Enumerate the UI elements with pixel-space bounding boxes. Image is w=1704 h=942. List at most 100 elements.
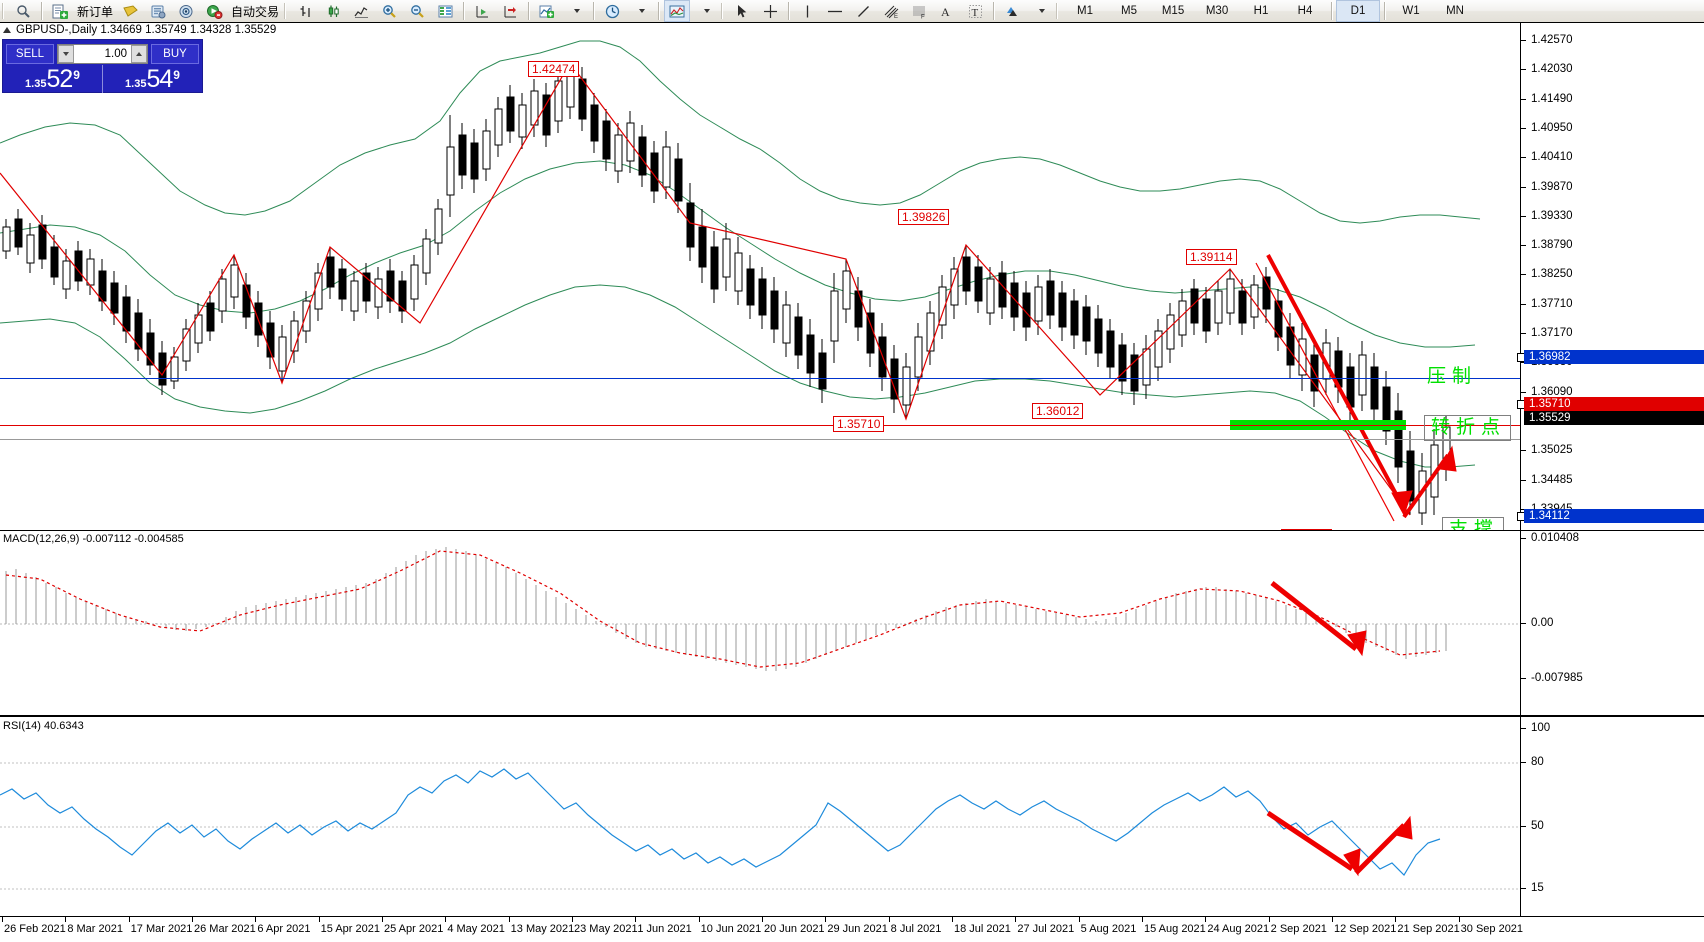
volume-decrement-button[interactable] [58, 45, 74, 63]
candlestick-chart-icon[interactable] [320, 0, 346, 22]
period-dropdown-caret[interactable] [627, 0, 653, 22]
ask-price-label[interactable]: 1.35710 [1524, 397, 1704, 411]
new-order-icon[interactable] [47, 0, 73, 22]
date-tick-label-19: 24 Aug 2021 [1207, 923, 1270, 935]
autotrading-label[interactable]: 自动交易 [231, 4, 280, 19]
price-tick-label-10: 1.37170 [1531, 327, 1573, 339]
templates-dropdown-caret[interactable] [692, 0, 718, 22]
bollinger-upper-band [0, 40, 1481, 224]
collapse-triangle-icon[interactable] [3, 26, 11, 33]
terminal-icon[interactable] [145, 0, 171, 22]
data-window-icon[interactable] [117, 0, 143, 22]
zigzag-label-2[interactable]: 1.39826 [898, 209, 950, 225]
price-tick-label-15: 1.34485 [1531, 473, 1573, 486]
sell-price[interactable]: 1.35 52 9 [3, 65, 102, 93]
magnifier-icon[interactable] [10, 0, 36, 22]
bar-chart-icon[interactable] [292, 0, 318, 22]
toolbar-separator-4 [528, 2, 530, 20]
rsi-plot-area[interactable] [0, 717, 1520, 916]
rsi-axis[interactable]: 100 80 50 15 [1520, 717, 1704, 916]
last-price-label[interactable]: 1.35529 [1524, 411, 1704, 425]
timeframe-button-mn[interactable]: MN [1446, 5, 1464, 17]
price-pane[interactable]: 1.42474 1.39826 1.39114 1.36012 1.35710 … [0, 22, 1704, 530]
price-tick-label-12: 1.36090 [1531, 385, 1573, 398]
navigator-icon[interactable] [173, 0, 199, 22]
price-axis[interactable]: 1.42570 1.42030 1.41490 1.40950 1.40410 1.398… [1517, 23, 1704, 530]
resistance-annotation[interactable]: 压制 [1427, 365, 1478, 387]
timeframe-button-h1[interactable]: H1 [1253, 5, 1269, 17]
price-tick-label-0: 1.42570 [1531, 34, 1573, 46]
support-annotation[interactable]: 支撑 [1442, 517, 1505, 530]
autotrading-icon[interactable] [201, 0, 227, 22]
date-tick-label-4: 6 Apr 2021 [257, 923, 311, 935]
timeframe-button-d1[interactable]: D1 [1336, 0, 1381, 22]
new-order-label[interactable]: 新订单 [77, 4, 114, 19]
zoom-out-icon[interactable] [404, 0, 430, 22]
bid-price-label[interactable]: 1.36982 [1524, 350, 1704, 364]
sell-button[interactable]: SELL [6, 44, 54, 64]
zigzag-label-5[interactable]: 1.35710 [833, 416, 885, 432]
zigzag-label-3[interactable]: 1.39114 [1186, 249, 1237, 265]
toolbar-separator-3 [463, 2, 465, 20]
volume-value[interactable]: 1.00 [104, 48, 127, 60]
one-click-trading-controls: SELL 1.00 BUY [3, 40, 202, 65]
line-chart-icon[interactable] [348, 0, 374, 22]
timeframe-button-m15[interactable]: M15 [1161, 5, 1185, 17]
text-icon[interactable]: T [962, 0, 988, 22]
horizontal-line-icon[interactable] [822, 0, 848, 22]
zigzag-label-6[interactable]: 1.34112 [1281, 529, 1332, 530]
timeframe-button-w1[interactable]: W1 [1402, 5, 1420, 17]
buy-price[interactable]: 1.35 54 9 [103, 65, 202, 93]
date-tick-label-17: 5 Aug 2021 [1080, 923, 1137, 935]
crosshair-icon[interactable] [757, 0, 783, 22]
timeframe-button-m1[interactable]: M1 [1077, 5, 1094, 17]
auto-scroll-icon[interactable] [469, 0, 495, 22]
macd-plot-area[interactable] [0, 531, 1520, 715]
trendline-icon[interactable] [850, 0, 876, 22]
timeframe-button-m5[interactable]: M5 [1121, 5, 1138, 17]
macd-tick-label-1: 0.00 [1531, 617, 1554, 629]
toolbar-grip [2, 3, 5, 19]
fibonacci-icon[interactable]: F [906, 0, 932, 22]
zigzag-indicator [0, 61, 1411, 516]
svg-text:E: E [894, 14, 898, 19]
chart-shift-icon[interactable] [432, 0, 458, 22]
chart-shift-end-icon[interactable] [497, 0, 523, 22]
zoom-in-icon[interactable] [376, 0, 402, 22]
macd-pane[interactable]: MACD(12,26,9) -0.007112 -0.004585 [0, 530, 1704, 715]
timeframe-button-h4[interactable]: H4 [1297, 5, 1313, 17]
macd-axis[interactable]: 0.010408 0.00 -0.007985 [1520, 531, 1704, 715]
drawings-icon[interactable] [999, 0, 1025, 22]
drawings-dropdown-caret[interactable] [1027, 0, 1053, 22]
timeframe-button-m30[interactable]: M30 [1205, 5, 1229, 17]
buy-button[interactable]: BUY [151, 44, 199, 64]
timeframe-separator-6 [1384, 2, 1386, 20]
sell-price-prefix: 1.35 [25, 78, 47, 90]
text-label-icon[interactable]: A [934, 0, 960, 22]
volume-increment-button[interactable] [131, 45, 147, 63]
indicators-dropdown-caret[interactable] [562, 0, 588, 22]
equidistant-channel-icon[interactable]: E [878, 0, 904, 22]
indicators-icon[interactable] [534, 0, 560, 22]
rsi-pane[interactable]: RSI(14) 40.6343 100 80 50 15 [0, 715, 1704, 916]
svg-text:A: A [941, 5, 950, 19]
turning-point-annotation[interactable]: 转折点 [1424, 415, 1512, 441]
rsi-tick-label-3: 15 [1531, 882, 1544, 894]
vertical-line-icon[interactable] [794, 0, 820, 22]
rsi-manual-arrow-1 [1266, 810, 1361, 877]
toolbar-grip-2 [284, 3, 288, 19]
period-icon[interactable] [599, 0, 625, 22]
ask-price-line [0, 425, 1520, 426]
date-tick-label-2: 17 Mar 2021 [130, 923, 193, 935]
price-tick-label-8: 1.38250 [1531, 268, 1573, 281]
cursor-icon[interactable] [729, 0, 755, 22]
volume-stepper[interactable]: 1.00 [57, 44, 148, 64]
zigzag-label-4[interactable]: 1.36012 [1032, 403, 1084, 419]
zigzag-label-1[interactable]: 1.42474 [528, 61, 580, 77]
date-axis[interactable]: 26 Feb 2021 8 Mar 2021 17 Mar 2021 26 Mar 2… [0, 916, 1704, 942]
templates-icon[interactable] [664, 0, 691, 22]
toolbar-separator-7 [788, 2, 790, 20]
support-price-label[interactable]: 1.34112 [1524, 509, 1704, 523]
one-click-trading-panel[interactable]: SELL 1.00 BUY 1.35 52 9 1.35 54 9 [2, 39, 203, 93]
price-plot-area[interactable]: 1.42474 1.39826 1.39114 1.36012 1.35710 … [0, 23, 1520, 530]
